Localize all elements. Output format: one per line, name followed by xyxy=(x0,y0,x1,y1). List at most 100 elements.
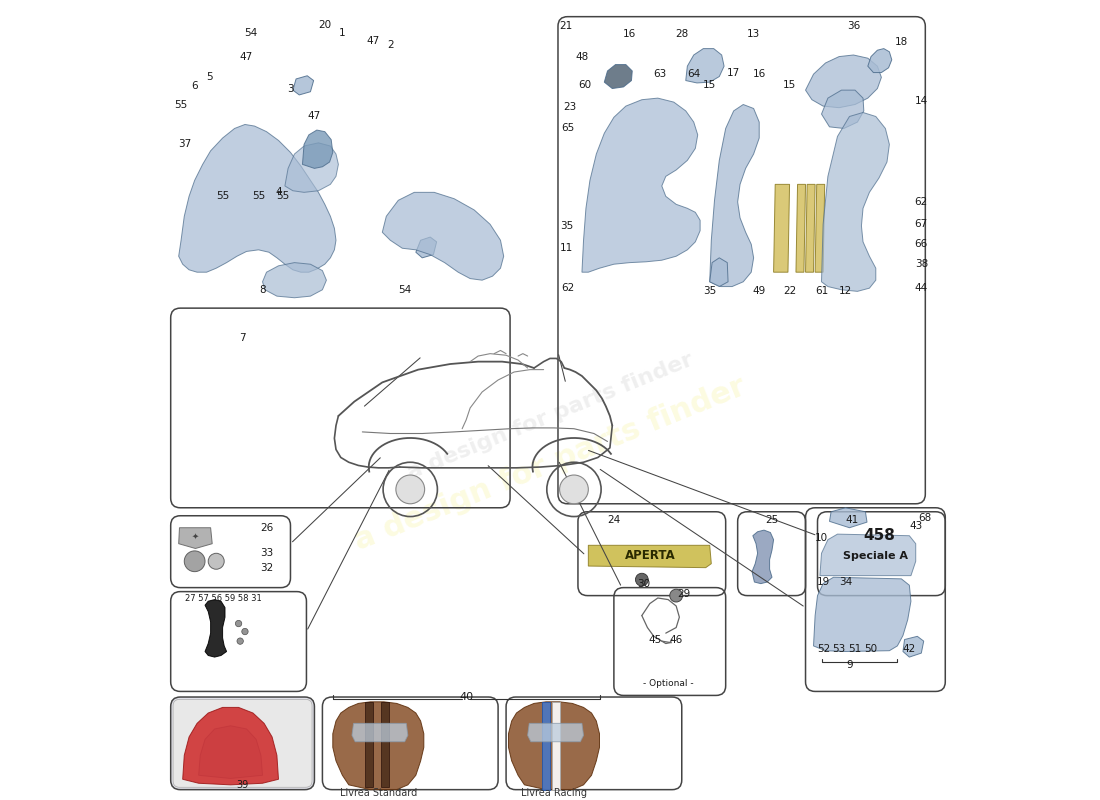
Text: 22: 22 xyxy=(783,286,796,295)
Text: 35: 35 xyxy=(703,286,716,295)
Polygon shape xyxy=(752,530,773,584)
Text: 41: 41 xyxy=(845,514,858,525)
Text: 40: 40 xyxy=(459,692,473,702)
Text: 34: 34 xyxy=(839,577,853,587)
Polygon shape xyxy=(903,636,924,657)
Circle shape xyxy=(208,554,224,570)
Text: 17: 17 xyxy=(727,67,740,78)
Text: 36: 36 xyxy=(847,22,860,31)
Circle shape xyxy=(636,574,648,586)
Text: 32: 32 xyxy=(260,562,273,573)
Text: 62: 62 xyxy=(915,197,928,207)
Text: 51: 51 xyxy=(848,644,861,654)
Text: 8: 8 xyxy=(260,285,266,294)
Polygon shape xyxy=(302,130,333,168)
Text: 2: 2 xyxy=(387,40,394,50)
Text: 4: 4 xyxy=(275,187,282,198)
Circle shape xyxy=(670,590,683,602)
Text: Speciale A: Speciale A xyxy=(844,550,909,561)
Text: 12: 12 xyxy=(839,286,853,295)
Polygon shape xyxy=(416,237,437,258)
Text: 45: 45 xyxy=(649,634,662,645)
Polygon shape xyxy=(381,702,388,787)
Text: 63: 63 xyxy=(652,69,666,79)
Text: 35: 35 xyxy=(560,221,573,231)
Text: 39: 39 xyxy=(236,780,249,790)
Polygon shape xyxy=(285,143,339,192)
Polygon shape xyxy=(542,702,550,790)
Circle shape xyxy=(236,638,243,644)
Text: 16: 16 xyxy=(624,30,637,39)
Polygon shape xyxy=(508,702,600,790)
Polygon shape xyxy=(333,702,424,790)
Text: 24: 24 xyxy=(607,514,620,525)
Text: 55: 55 xyxy=(252,191,265,202)
Text: 18: 18 xyxy=(894,38,908,47)
Polygon shape xyxy=(710,105,759,286)
Polygon shape xyxy=(178,125,336,272)
Polygon shape xyxy=(822,113,890,291)
Text: 52: 52 xyxy=(817,644,830,654)
Polygon shape xyxy=(352,723,408,742)
Polygon shape xyxy=(685,49,724,83)
Polygon shape xyxy=(205,599,227,657)
Circle shape xyxy=(185,551,205,572)
Text: 54: 54 xyxy=(244,28,257,38)
Text: Livrea Standard: Livrea Standard xyxy=(340,788,417,798)
Text: a design for parts finder: a design for parts finder xyxy=(350,372,750,556)
Polygon shape xyxy=(868,49,892,73)
Text: 26: 26 xyxy=(260,522,273,533)
Polygon shape xyxy=(528,723,583,742)
Text: 38: 38 xyxy=(915,259,928,270)
Polygon shape xyxy=(604,65,632,89)
Text: 47: 47 xyxy=(366,36,379,46)
Polygon shape xyxy=(588,546,712,568)
Circle shape xyxy=(396,475,425,504)
Text: 55: 55 xyxy=(276,190,289,201)
Text: 67: 67 xyxy=(915,219,928,230)
Polygon shape xyxy=(814,578,911,651)
Text: 23: 23 xyxy=(563,102,576,112)
Text: 10: 10 xyxy=(815,533,828,543)
Polygon shape xyxy=(551,702,560,790)
Polygon shape xyxy=(365,702,373,787)
Text: 30: 30 xyxy=(637,578,650,589)
Text: 46: 46 xyxy=(670,634,683,645)
FancyBboxPatch shape xyxy=(173,699,312,787)
Text: 11: 11 xyxy=(560,243,573,254)
Text: 66: 66 xyxy=(915,239,928,250)
Polygon shape xyxy=(710,258,728,286)
Text: 44: 44 xyxy=(915,283,928,293)
Polygon shape xyxy=(805,184,815,272)
Text: 15: 15 xyxy=(783,79,796,90)
Text: 55: 55 xyxy=(216,191,229,202)
Text: Livrea Racing: Livrea Racing xyxy=(521,788,587,798)
Text: 50: 50 xyxy=(865,644,878,654)
FancyBboxPatch shape xyxy=(170,697,315,790)
Text: 458: 458 xyxy=(864,528,895,543)
Text: 3: 3 xyxy=(287,83,294,94)
Text: 9: 9 xyxy=(846,660,852,670)
Polygon shape xyxy=(199,726,263,778)
Text: 27 57 56 59 58 31: 27 57 56 59 58 31 xyxy=(185,594,262,602)
Text: 15: 15 xyxy=(703,79,716,90)
Text: 25: 25 xyxy=(766,514,779,525)
Text: 13: 13 xyxy=(747,30,760,39)
Text: 1: 1 xyxy=(339,28,345,38)
Polygon shape xyxy=(582,98,700,272)
Text: 68: 68 xyxy=(918,513,932,523)
Text: 28: 28 xyxy=(675,30,689,39)
Text: 60: 60 xyxy=(578,79,591,90)
Text: 65: 65 xyxy=(561,123,574,134)
Text: 29: 29 xyxy=(678,589,691,599)
Text: 49: 49 xyxy=(752,286,766,295)
Text: 42: 42 xyxy=(903,644,916,654)
Circle shape xyxy=(560,475,588,504)
Polygon shape xyxy=(815,184,825,272)
Text: 43: 43 xyxy=(909,521,923,531)
Text: 64: 64 xyxy=(688,69,701,79)
Text: 47: 47 xyxy=(240,51,253,62)
Text: 54: 54 xyxy=(398,285,411,294)
Text: 33: 33 xyxy=(260,548,273,558)
Polygon shape xyxy=(805,55,881,108)
